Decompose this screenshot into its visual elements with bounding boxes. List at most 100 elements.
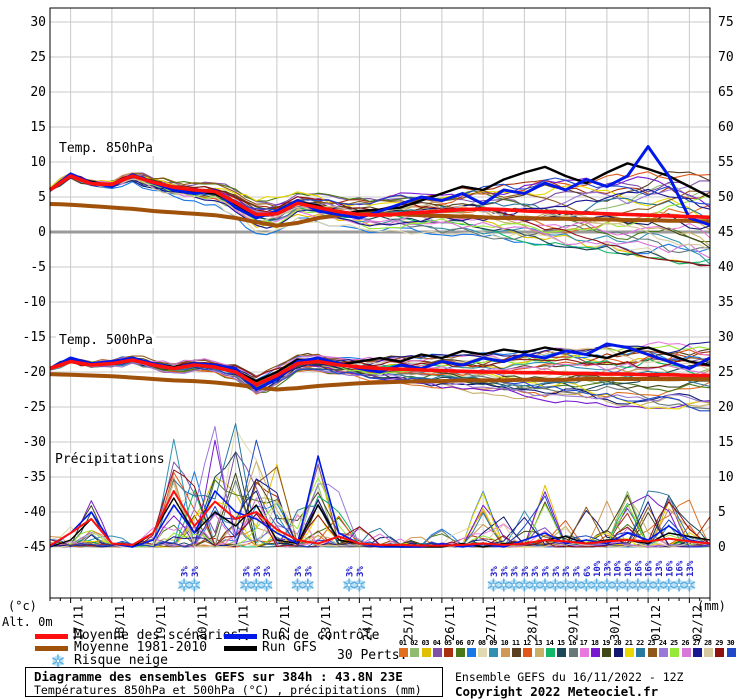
snow-risk-percent: 3% bbox=[294, 566, 304, 577]
plot-border bbox=[49, 7, 711, 603]
pert-color-square bbox=[534, 648, 544, 657]
pert-number: 23 bbox=[647, 639, 656, 647]
left-axis-tick: -10 bbox=[23, 295, 46, 310]
left-axis-tick: -40 bbox=[23, 505, 46, 520]
pert-number: 15 bbox=[557, 639, 565, 647]
right-axis-tick: 55 bbox=[718, 155, 734, 170]
pert-number: 07 bbox=[466, 639, 475, 647]
pert-number: 02 bbox=[410, 639, 418, 647]
x-axis-date-label: 26/11 bbox=[443, 605, 457, 641]
snow-risk-percent: 16% bbox=[676, 560, 686, 577]
pert-color-square bbox=[512, 648, 521, 657]
pert-number: 26 bbox=[681, 639, 690, 647]
right-axis-unit-label: (mm) bbox=[697, 599, 726, 613]
pert-number: 13 bbox=[534, 639, 543, 647]
snow-risk-percent: 3% bbox=[521, 566, 531, 577]
pert-color-square bbox=[704, 648, 714, 657]
snow-risk-percent: 3% bbox=[253, 566, 263, 577]
snowflake-icon bbox=[51, 654, 65, 668]
pert-number: 29 bbox=[715, 639, 723, 647]
x-axis-date-label: 27/11 bbox=[484, 605, 498, 641]
control-line-swatch bbox=[224, 634, 257, 639]
pert-color-square bbox=[489, 648, 499, 657]
pert-number: 20 bbox=[613, 639, 622, 647]
pert-number: 19 bbox=[602, 639, 610, 647]
pert-color-square bbox=[523, 648, 533, 657]
pert-color-square bbox=[557, 648, 567, 657]
pert-color-square bbox=[670, 648, 680, 657]
snow-risk-percent: 10% bbox=[593, 560, 603, 577]
x-axis-date-label: 23/11 bbox=[319, 605, 333, 641]
pert-color-square bbox=[432, 648, 442, 657]
x-axis-date-label: 24/11 bbox=[360, 605, 374, 641]
left-axis-tick: 5 bbox=[38, 190, 46, 205]
x-axis-date-label: 19/11 bbox=[154, 605, 168, 641]
chart-subtitle: Températures 850hPa et 500hPa (°C) , pré… bbox=[34, 683, 422, 697]
pert-color-square bbox=[399, 648, 408, 657]
pert-color-square bbox=[602, 648, 612, 657]
pert-number: 08 bbox=[478, 639, 486, 647]
pert-number: 04 bbox=[432, 639, 441, 647]
pert-color-square bbox=[444, 648, 454, 657]
legend-control-label: Run de contrôle bbox=[262, 628, 380, 643]
legend-gfs-label: Run GFS bbox=[262, 640, 317, 655]
perturbation-color-strip: 01 02 03 04 05 06 07 08 09 10 11 12 13 14 15 16 17 18 19 20… bbox=[399, 639, 739, 659]
pert-number: 03 bbox=[421, 639, 430, 647]
left-axis-unit-label: (°c) bbox=[8, 599, 37, 613]
pert-number: 21 bbox=[625, 639, 633, 647]
pert-number: 11 bbox=[512, 639, 520, 647]
pert-color-square bbox=[625, 648, 634, 657]
right-axis-tick: 15 bbox=[718, 435, 734, 450]
left-axis-tick: 25 bbox=[30, 50, 46, 65]
x-axis-date-label: 01/12 bbox=[649, 605, 663, 641]
panel-label-850hpa: Temp. 850hPa bbox=[56, 142, 156, 156]
pert-color-square bbox=[466, 648, 476, 657]
snow-risk-percent: 3% bbox=[552, 566, 562, 577]
mean-line-swatch bbox=[35, 634, 68, 639]
right-axis-tick: 40 bbox=[718, 260, 734, 275]
right-axis-tick: 45 bbox=[718, 225, 734, 240]
left-axis-tick: -25 bbox=[23, 400, 46, 415]
pert-color-square bbox=[613, 648, 623, 657]
pert-color-square bbox=[410, 648, 420, 657]
pert-color-square bbox=[568, 648, 578, 657]
pert-number: 27 bbox=[692, 639, 701, 647]
x-axis-date-label: 30/11 bbox=[608, 605, 622, 641]
panel-label-500hpa: Temp. 500hPa bbox=[56, 334, 156, 348]
snow-risk-percent: 3% bbox=[346, 566, 356, 577]
panel-label-precip: Précipitations bbox=[52, 453, 168, 467]
main-lines-850hpa bbox=[48, 145, 711, 228]
right-axis-tick: 5 bbox=[718, 505, 726, 520]
pert-color-square bbox=[579, 648, 589, 657]
right-axis-tick: 75 bbox=[718, 15, 734, 30]
pert-number: 28 bbox=[704, 639, 712, 647]
pert-color-square bbox=[478, 648, 488, 657]
snow-risk-percent: 3% bbox=[181, 566, 191, 577]
pert-color-square bbox=[421, 648, 431, 657]
right-axis-tick: 70 bbox=[718, 50, 734, 65]
altitude-label: Alt. 0m bbox=[2, 615, 53, 629]
legend-mean-label: Moyenne des scénarios bbox=[74, 628, 239, 643]
main-lines-500hpa bbox=[49, 342, 711, 392]
left-axis-tick: 0 bbox=[38, 225, 46, 240]
pert-number: 14 bbox=[545, 639, 554, 647]
left-axis-tick: -45 bbox=[23, 540, 46, 555]
legend-climate-label: Moyenne 1981-2010 bbox=[74, 640, 208, 655]
chart-title: Diagramme des ensembles GEFS sur 384h : … bbox=[34, 669, 403, 684]
snow-risk-markers: 3% 3% 3% 3% 3% 3% 3% 3% 3% 3% 3% 3% 3% 3% 3% 3% 3% 3% 6% 10… bbox=[178, 560, 696, 592]
pert-number: 01 bbox=[399, 639, 407, 647]
x-axis-date-label: 22/11 bbox=[278, 605, 292, 641]
main-lines-precip bbox=[49, 455, 711, 548]
snow-risk-percent: 16% bbox=[665, 560, 675, 577]
pert-number: 24 bbox=[658, 639, 667, 647]
run-info-line: Ensemble GEFS du 16/11/2022 - 12Z bbox=[455, 670, 684, 684]
copyright-line: Copyright 2022 Meteociel.fr bbox=[455, 684, 659, 699]
title-box: Diagramme des ensembles GEFS sur 384h : … bbox=[25, 667, 443, 697]
snow-risk-percent: 3% bbox=[263, 566, 273, 577]
pert-color-square bbox=[681, 648, 691, 657]
snow-risk-percent: 16% bbox=[634, 560, 644, 577]
pert-number: 18 bbox=[591, 639, 599, 647]
right-axis-tick: 10 bbox=[718, 470, 734, 485]
gfs-line-swatch bbox=[224, 646, 257, 651]
